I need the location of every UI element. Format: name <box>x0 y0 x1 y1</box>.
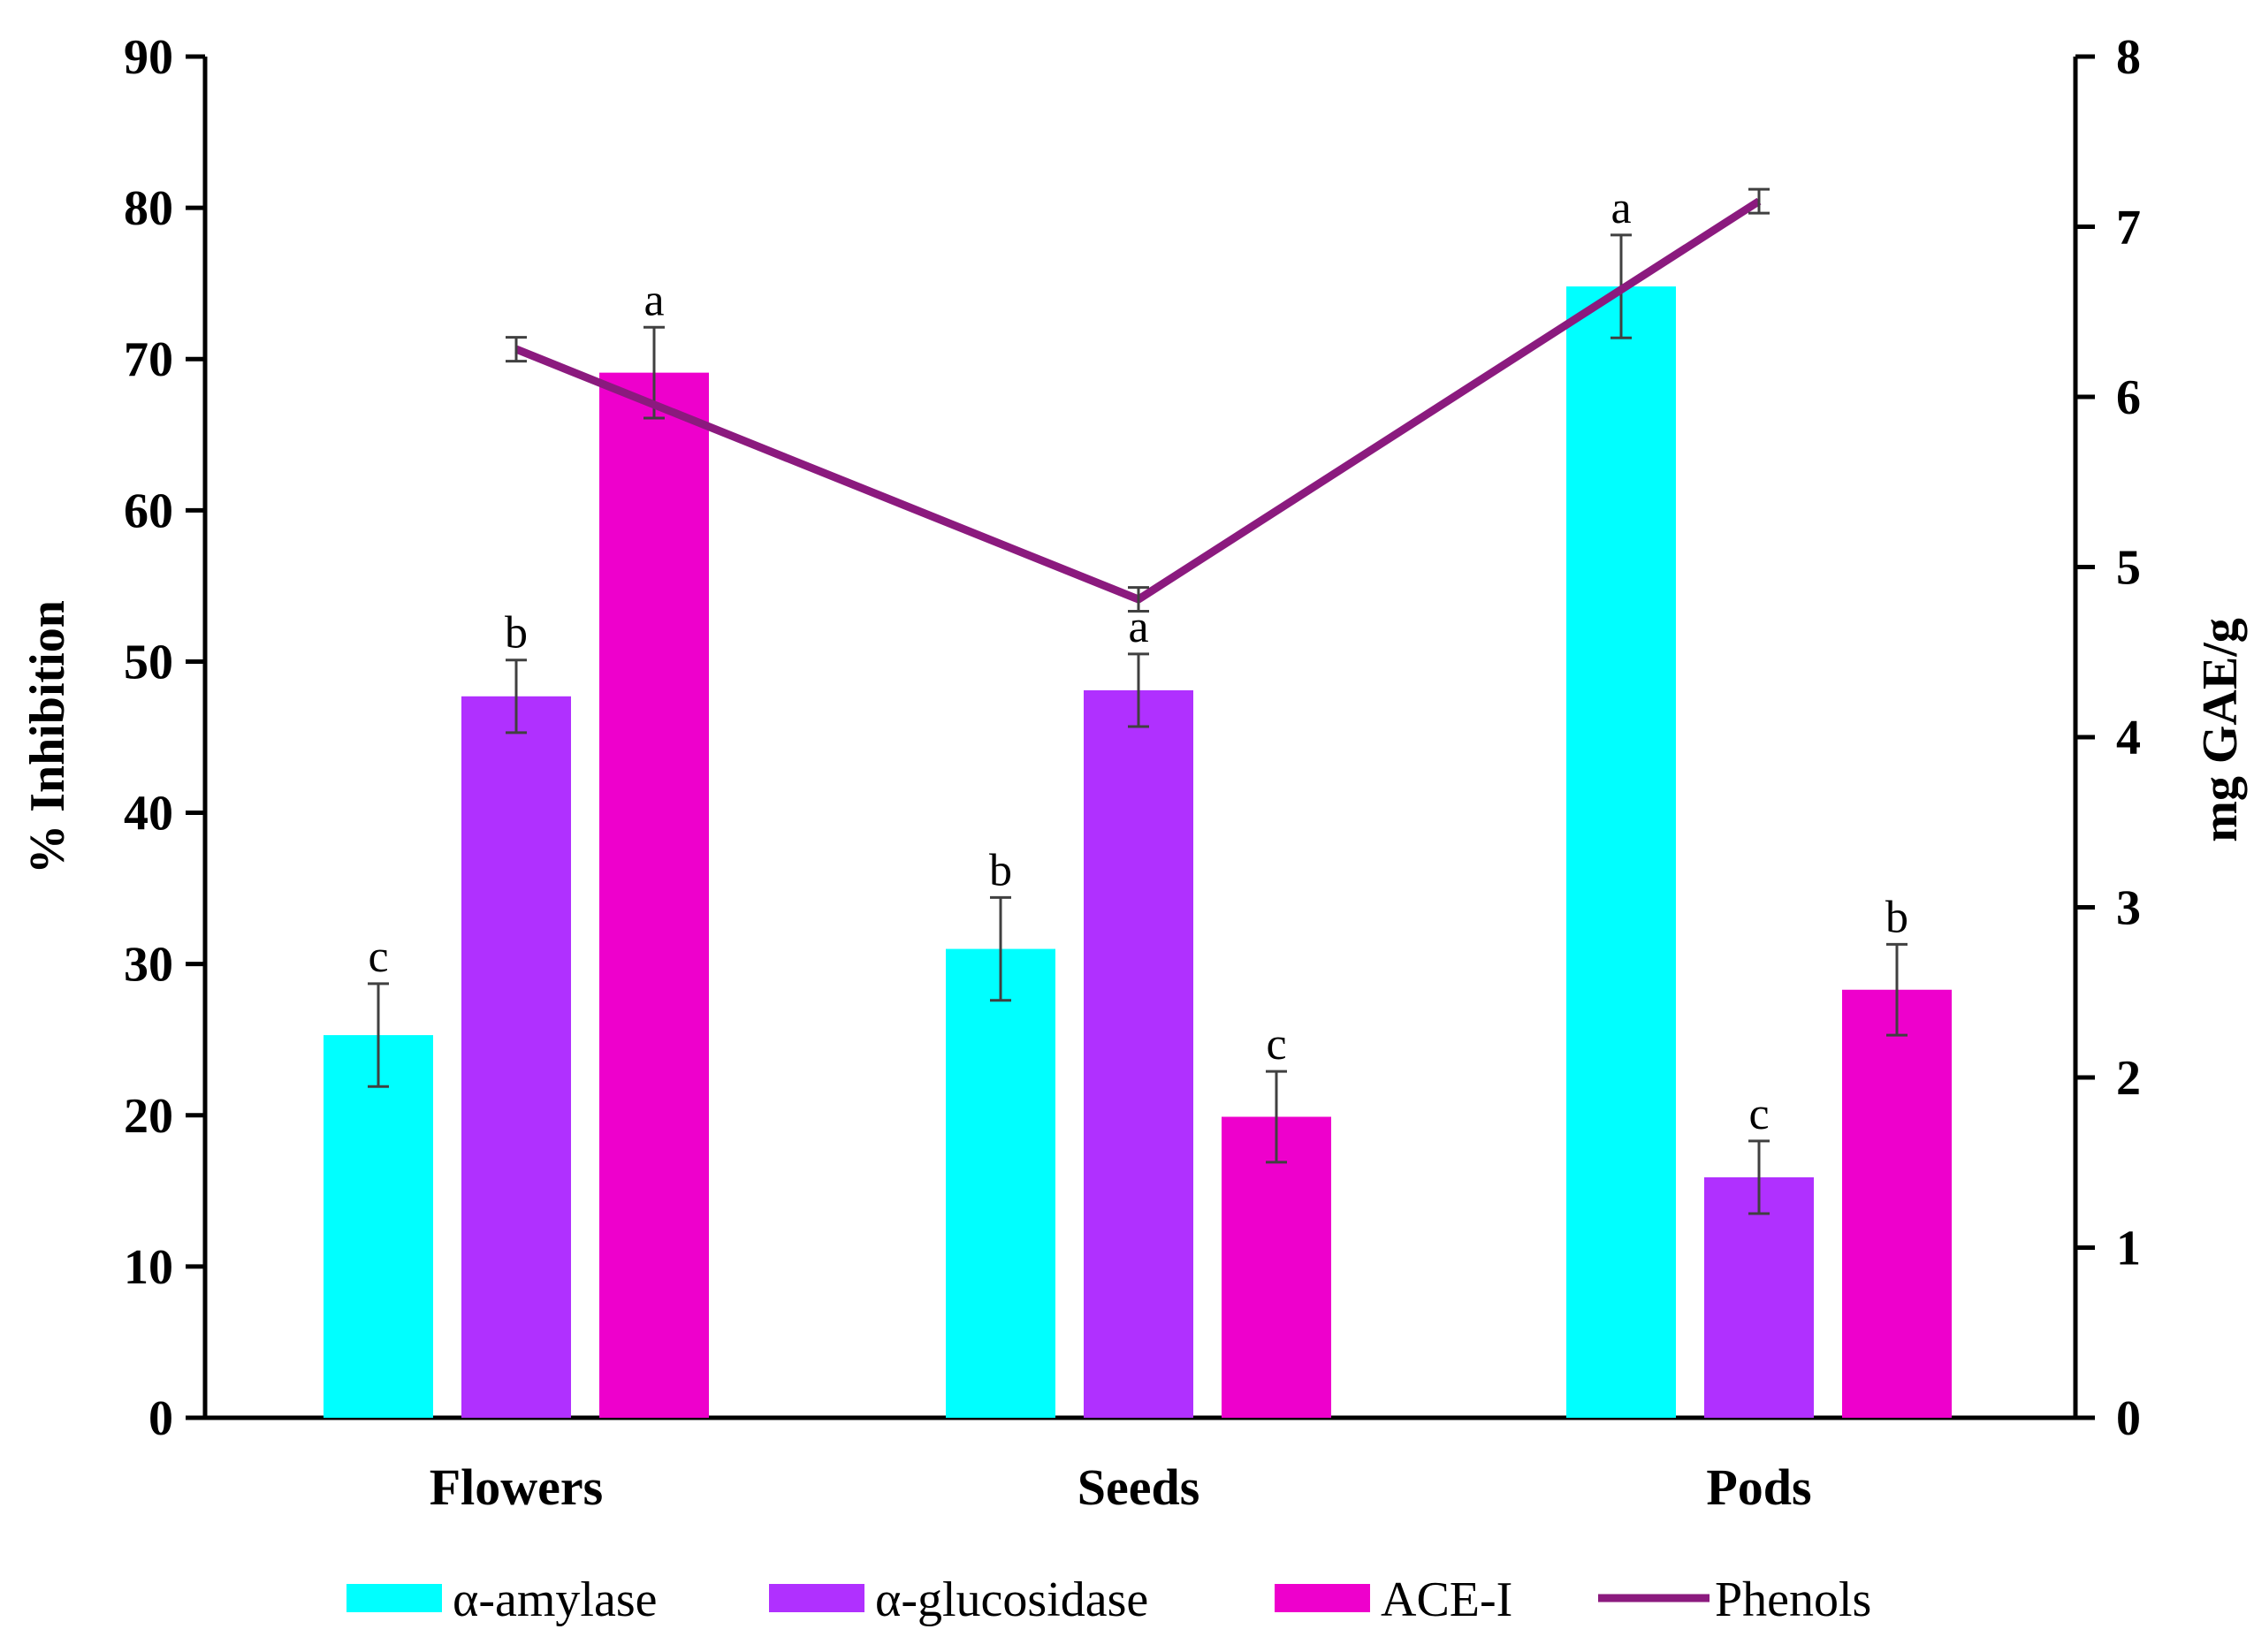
legend-swatch <box>769 1584 864 1612</box>
labels-group: c b a b a c a c b <box>368 183 1908 1139</box>
y-left-tick-label: 90 <box>124 30 173 85</box>
y-left-tick-label: 80 <box>124 181 173 236</box>
bar <box>1704 1176 1814 1418</box>
bar <box>599 372 709 1419</box>
legend: α-amylase α-glucosidase ACE-I Phenols <box>346 1572 1871 1627</box>
y-right-tick-label: 3 <box>2116 881 2141 936</box>
x-category-label: Pods <box>1706 1458 1811 1516</box>
bar <box>946 948 1055 1418</box>
legend-label: α-amylase <box>453 1572 657 1627</box>
legend-label: ACE-I <box>1381 1572 1512 1627</box>
bar <box>461 696 571 1418</box>
x-category-label: Flowers <box>430 1458 604 1516</box>
bar <box>1566 286 1676 1419</box>
y-left-tick-label: 30 <box>124 938 173 993</box>
y-left-tick-label: 20 <box>124 1089 173 1144</box>
y-left-tick-label: 70 <box>124 332 173 387</box>
x-category-label: Seeds <box>1078 1458 1200 1516</box>
legend-label: α-glucosidase <box>875 1572 1148 1627</box>
y-right-tick-label: 0 <box>2116 1391 2141 1446</box>
bar <box>324 1035 433 1418</box>
axes-group: 0 10 20 30 40 50 60 70 80 90 0 1 2 3 4 5 6 7 8 % Inhibition… <box>20 30 2248 1516</box>
y-right-tick-label: 4 <box>2116 711 2141 765</box>
y-left-tick-label: 10 <box>124 1240 173 1295</box>
significance-letter: b <box>505 608 528 659</box>
y-right-axis-title: mg GAE/g <box>2193 618 2248 842</box>
y-left-tick-label: 60 <box>124 483 173 538</box>
legend-swatch <box>1275 1584 1370 1612</box>
y-left-tick-label: 40 <box>124 787 173 841</box>
bar <box>1842 989 1952 1418</box>
y-right-tick-label: 7 <box>2116 201 2141 255</box>
legend-swatch <box>346 1584 442 1612</box>
bar <box>1084 689 1193 1418</box>
legend-label: Phenols <box>1715 1572 1871 1627</box>
y-right-tick-label: 8 <box>2116 30 2141 85</box>
bars-group <box>324 233 1952 1419</box>
significance-letter: c <box>1266 1019 1286 1070</box>
significance-letter: b <box>1885 892 1908 942</box>
significance-letter: a <box>1128 602 1148 652</box>
y-right-tick-label: 2 <box>2116 1051 2141 1106</box>
significance-letter: c <box>1748 1089 1769 1139</box>
significance-letter: c <box>368 932 388 982</box>
y-left-tick-label: 0 <box>148 1391 173 1446</box>
y-left-tick-label: 50 <box>124 635 173 689</box>
phenols-line-group <box>506 187 1770 613</box>
y-right-tick-label: 5 <box>2116 541 2141 596</box>
significance-letter: a <box>1611 183 1631 233</box>
y-right-tick-label: 1 <box>2116 1222 2141 1276</box>
bar <box>1222 1116 1331 1418</box>
significance-letter: b <box>989 845 1012 895</box>
y-right-tick-label: 6 <box>2116 370 2141 425</box>
significance-letter: a <box>643 275 664 325</box>
y-left-axis-title: % Inhibition <box>20 600 75 874</box>
